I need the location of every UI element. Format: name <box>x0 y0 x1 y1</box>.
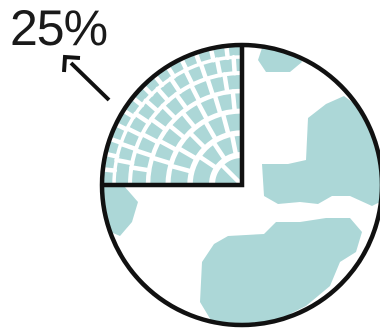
pattern-spoke <box>218 161 242 185</box>
pattern-spoke <box>160 103 178 121</box>
pattern-spoke <box>133 148 155 159</box>
pointer-arrow-icon <box>62 54 111 102</box>
pattern-spoke <box>155 86 171 104</box>
pattern-spoke <box>231 55 237 76</box>
pattern-spoke <box>133 111 152 126</box>
pattern-spoke <box>149 116 169 132</box>
pattern-spoke <box>167 123 188 141</box>
quadrant-pattern <box>102 45 242 185</box>
pattern-spoke <box>168 163 195 174</box>
globe-outline <box>99 42 380 328</box>
pattern-spoke <box>129 165 152 173</box>
pattern-spoke <box>230 89 237 114</box>
land-east-continent <box>262 96 380 206</box>
pattern-spoke <box>149 155 174 166</box>
pattern-spoke <box>220 111 231 138</box>
pattern-spoke <box>198 61 209 82</box>
pattern-spoke <box>156 138 179 153</box>
pattern-spoke <box>195 99 210 122</box>
pattern-spoke <box>212 92 223 117</box>
pattern-spoke <box>114 157 135 166</box>
pattern-spoke <box>173 92 189 112</box>
pattern-spoke <box>168 76 183 95</box>
pattern-spoke <box>202 118 219 143</box>
pattern-spoke <box>124 126 144 138</box>
land-southern-continent <box>200 218 362 325</box>
pattern-spoke <box>210 139 228 163</box>
pattern-spoke <box>188 82 202 104</box>
pattern-spoke <box>143 98 161 114</box>
pattern-spoke <box>196 153 220 171</box>
percentage-label: 25% <box>10 0 108 56</box>
pattern-spoke <box>229 131 239 158</box>
pattern-spoke <box>214 57 223 78</box>
pattern-spoke <box>187 130 208 151</box>
pattern-spoke <box>180 110 198 131</box>
pattern-spoke <box>183 67 195 87</box>
pattern-spoke <box>118 141 139 152</box>
globe-landmasses <box>102 48 380 325</box>
pattern-spoke <box>205 76 216 98</box>
pattern-spoke <box>222 72 230 95</box>
quadrant-outline <box>102 45 245 188</box>
pattern-spoke <box>139 131 161 145</box>
pattern-spoke <box>175 145 200 162</box>
